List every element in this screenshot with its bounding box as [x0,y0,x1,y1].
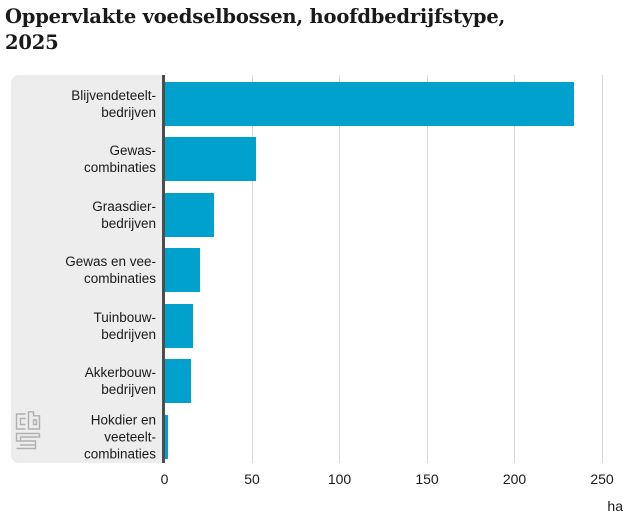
x-tick-label-250: 250 [590,471,614,487]
chart-title: Oppervlakte voedselbossen, hoofdbedrijfs… [5,4,505,56]
category-label-graasdierbedrijven: Graasdier-bedrijven [92,198,156,231]
bar-akkerbouwbedrijven [164,359,191,404]
x-tick-label-150: 150 [415,471,439,487]
gridline-100 [339,75,340,463]
gridline-150 [426,75,428,463]
category-label-blijvendeteeltbedrijven: Blijvendeteelt-bedrijven [71,88,156,120]
gridline-200 [514,75,515,463]
category-label-tuinbouwbedrijven: Tuinbouw-bedrijven [93,309,156,342]
bar-hokdier-en-veeteeltcombinaties [164,414,168,459]
bar-gewascombinaties [164,137,256,182]
bar-tuinbouwbedrijven [164,303,193,348]
bar-blijvendeteeltbedrijven [164,82,574,126]
y-axis-line [161,75,165,463]
x-tick-label-200: 200 [502,471,527,487]
x-tick-label-0: 0 [160,471,169,487]
x-tick-label-100: 100 [327,471,352,487]
category-label-gewascombinaties: Gewas-combinaties [83,143,156,176]
chart-title-line2: 2025 [5,31,59,54]
gridline-250 [601,75,603,463]
cbs-logo-b [27,411,41,430]
gridline-50 [251,75,253,463]
x-tick-label-50: 50 [244,471,260,487]
cbs-logo-c [15,413,26,430]
cbs-logo-s [15,432,41,450]
category-label-hokdier-en-veeteeltcombinaties: Hokdier en veeteelt-combinaties [83,412,156,462]
cbs-logo [15,411,41,450]
category-label-gewas-en-vee-combinaties: Gewas en vee-combinaties [65,254,156,287]
chart-title-line1: Oppervlakte voedselbossen, hoofdbedrijfs… [5,5,506,28]
category-label-akkerbouwbedrijven: Akkerbouw-bedrijven [84,365,156,398]
bar-graasdierbedrijven [164,192,214,237]
category-label-panel [11,75,162,463]
bar-gewas-en-vee-combinaties [164,248,200,293]
x-axis-unit-label: ha [607,498,623,514]
